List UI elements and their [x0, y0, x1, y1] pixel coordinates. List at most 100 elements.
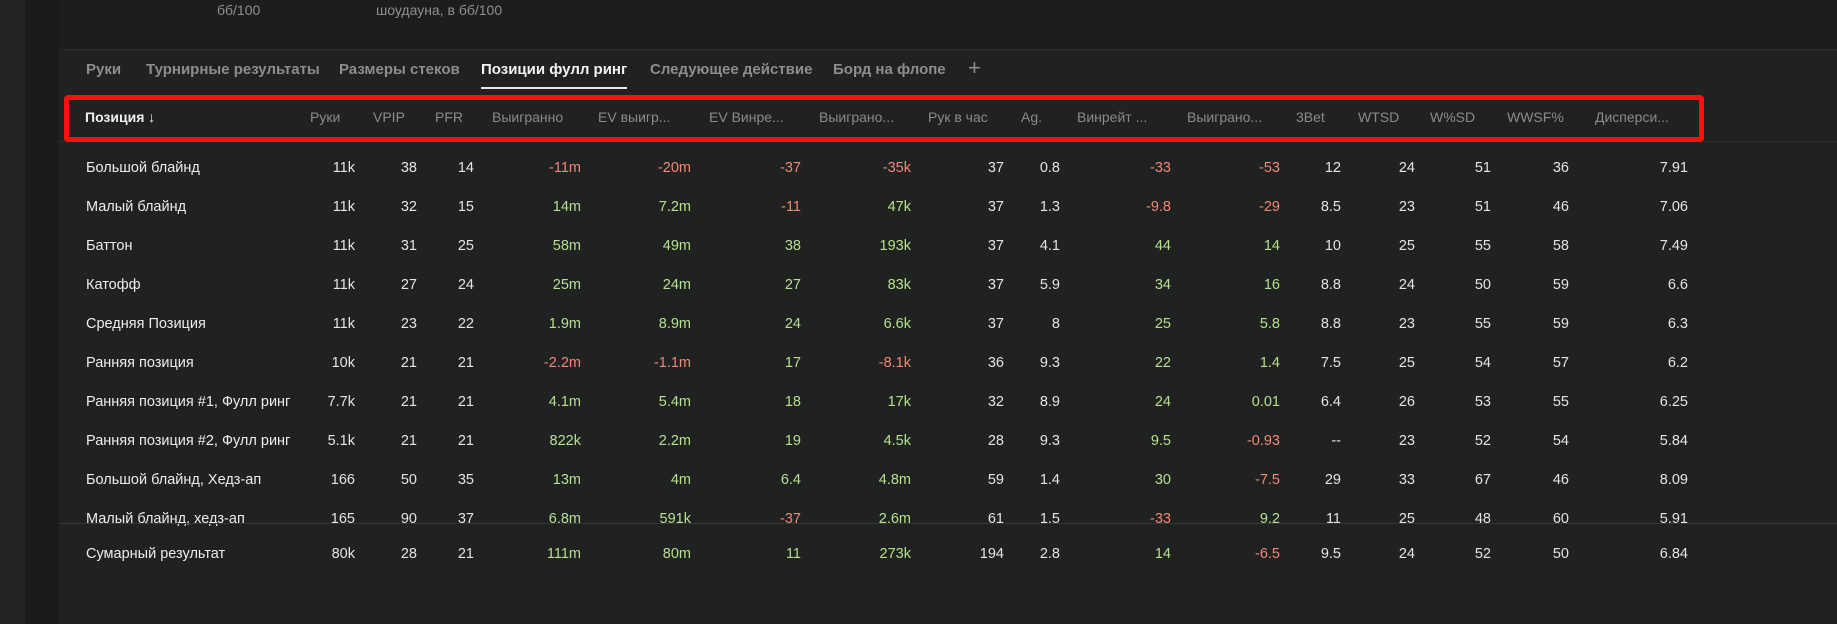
tab-hands[interactable]: Руки [86, 61, 122, 78]
cell-hands-per-hour: 194 [979, 546, 1004, 562]
top-label-bb100: бб/100 [217, 2, 261, 18]
cell-won-showdown: -29 [1259, 199, 1280, 215]
tab-flop-board[interactable]: Борд на флопе [833, 61, 946, 78]
cell-ev-won: -20m [657, 160, 691, 176]
add-tab-icon[interactable]: + [968, 55, 981, 80]
cell-position: Катофф [86, 277, 141, 293]
cell-hands: 11k [332, 316, 355, 332]
table-row[interactable]: Большой блайнд 11k 38 14 -11m -20m -37 -35k 37 0.… [59, 150, 1837, 188]
cell-wwsf: 46 [1552, 472, 1569, 488]
cell-ev-winrate: 24 [784, 316, 801, 332]
column-header-hands-per-hour[interactable]: Рук в час [928, 109, 988, 125]
cell-wwsf: 57 [1552, 355, 1569, 371]
cell-vpip: 90 [400, 511, 417, 527]
cell-vpip: 23 [400, 316, 417, 332]
cell-hands-per-hour: 37 [987, 160, 1004, 176]
cell-ev-winrate: 19 [784, 433, 801, 449]
column-header-won-showdown[interactable]: Выиграно... [1187, 109, 1263, 125]
table-row[interactable]: Ранняя позиция #1, Фулл ринг 7.7k 21 21 4.1m… [59, 384, 1837, 422]
cell-pfr: 14 [457, 160, 474, 176]
cell-wtsd: 25 [1398, 511, 1415, 527]
column-header-wsd[interactable]: W%SD [1430, 109, 1476, 125]
column-header-won-bb[interactable]: Выиграно... [819, 109, 895, 125]
table-header: Позиция ↓ Руки VPIP PFR Выигранно EV выигр...… [59, 94, 1837, 142]
cell-wwsf: 60 [1552, 511, 1569, 527]
cell-won-showdown: 14 [1263, 238, 1280, 254]
cell-won-bb: -35k [882, 160, 911, 176]
table-row[interactable]: Малый блайнд 11k 32 15 14m 7.2m -11 47k 37 1.3 -9.… [59, 189, 1837, 227]
cell-wtsd: 23 [1398, 316, 1415, 332]
cell-won: 14m [552, 199, 581, 215]
column-header-winrate[interactable]: Винрейт ... [1077, 109, 1148, 125]
table-row[interactable]: Средняя Позиция 11k 23 22 1.9m 8.9m 24 6.6k 37 8 2… [59, 306, 1837, 344]
cell-position: Баттон [86, 238, 133, 254]
tab-full-ring-positions[interactable]: Позиции фулл ринг [481, 61, 628, 89]
cell-aggression: 9.3 [1039, 433, 1060, 449]
cell-hands: 166 [330, 472, 355, 488]
cell-winrate: 44 [1154, 238, 1171, 254]
cell-3bet: 12 [1324, 160, 1341, 176]
column-header-wtsd[interactable]: WTSD [1358, 109, 1400, 125]
cell-wtsd: 24 [1398, 160, 1415, 176]
cell-variance: 7.06 [1659, 199, 1688, 215]
column-header-ev-winrate[interactable]: EV Винре... [709, 109, 784, 125]
cell-wsd: 51 [1474, 160, 1491, 176]
cell-wwsf: 59 [1552, 316, 1569, 332]
cell-variance: 6.6 [1667, 277, 1688, 293]
cell-won-showdown: -53 [1259, 160, 1280, 176]
cell-ev-winrate: 6.4 [780, 472, 801, 488]
column-header-vpip[interactable]: VPIP [373, 109, 405, 125]
cell-ev-winrate: -37 [780, 160, 801, 176]
tab-bar: Руки Турнирные результаты Размеры стеков… [59, 50, 1837, 94]
tab-tournament-results[interactable]: Турнирные результаты [146, 61, 320, 78]
column-header-hands[interactable]: Руки [310, 109, 341, 125]
cell-won-showdown: 0.01 [1251, 394, 1280, 410]
cell-aggression: 2.8 [1039, 546, 1060, 562]
cell-won: 4.1m [548, 394, 581, 410]
cell-variance: 6.25 [1659, 394, 1688, 410]
column-header-won[interactable]: Выигранно [492, 109, 564, 125]
cell-aggression: 1.3 [1039, 199, 1060, 215]
cell-hands: 11k [332, 160, 355, 176]
total-row[interactable]: Сумарный результат 80k 28 21 111m 80m 11 273k 19… [59, 536, 1837, 574]
cell-won-bb: 6.6k [883, 316, 911, 332]
table-row[interactable]: Баттон 11k 31 25 58m 49m 38 193k 37 4.1 44 14 10 25 55… [59, 228, 1837, 266]
cell-variance: 6.84 [1659, 546, 1688, 562]
column-header-ev-won[interactable]: EV выигр... [598, 109, 671, 125]
cell-ev-won: 591k [659, 511, 691, 527]
column-header-pfr[interactable]: PFR [435, 109, 463, 125]
cell-hands-per-hour: 37 [987, 316, 1004, 332]
cell-won: -2.2m [543, 355, 581, 371]
column-header-aggression[interactable]: Ag. [1021, 109, 1043, 125]
cell-won: 1.9m [548, 316, 581, 332]
cell-ev-won: 5.4m [658, 394, 691, 410]
column-header-position[interactable]: Позиция ↓ [85, 109, 156, 125]
cell-3bet: 11 [1325, 511, 1341, 527]
total-separator [59, 523, 1837, 524]
cell-ev-won: 4m [670, 472, 691, 488]
cell-pfr: 21 [457, 355, 474, 371]
cell-won: 13m [552, 472, 581, 488]
tab-next-action[interactable]: Следующее действие [650, 61, 813, 78]
table-row[interactable]: Большой блайнд, Хедз-ап 166 50 35 13m 4m 6.4 4.… [59, 462, 1837, 500]
table-row[interactable]: Ранняя позиция #2, Фулл ринг 5.1k 21 21 822k… [59, 423, 1837, 461]
cell-wsd: 55 [1474, 316, 1491, 332]
cell-wtsd: 23 [1398, 433, 1415, 449]
tab-stack-sizes[interactable]: Размеры стеков [339, 61, 460, 78]
cell-won-showdown: -6.5 [1255, 546, 1280, 562]
cell-won: 58m [552, 238, 581, 254]
cell-winrate: 25 [1154, 316, 1171, 332]
column-header-variance[interactable]: Дисперси... [1595, 109, 1669, 125]
cell-hands-per-hour: 37 [987, 199, 1004, 215]
table-row[interactable]: Малый блайнд, хедз-ап 165 90 37 6.8m 591k -37 2… [59, 501, 1837, 539]
left-rail [0, 0, 25, 624]
cell-position: Малый блайнд [86, 199, 187, 215]
column-header-3bet[interactable]: 3Bet [1296, 109, 1325, 125]
cell-vpip: 27 [400, 277, 417, 293]
cell-ev-won: 49m [662, 238, 691, 254]
cell-ev-winrate: 27 [784, 277, 801, 293]
table-row[interactable]: Ранняя позиция 10k 21 21 -2.2m -1.1m 17 -8.1k 36… [59, 345, 1837, 383]
table-row[interactable]: Катофф 11k 27 24 25m 24m 27 83k 37 5.9 34 16 8.8 24 50… [59, 267, 1837, 305]
column-header-wwsf[interactable]: WWSF% [1507, 109, 1564, 125]
cell-pfr: 24 [457, 277, 474, 293]
